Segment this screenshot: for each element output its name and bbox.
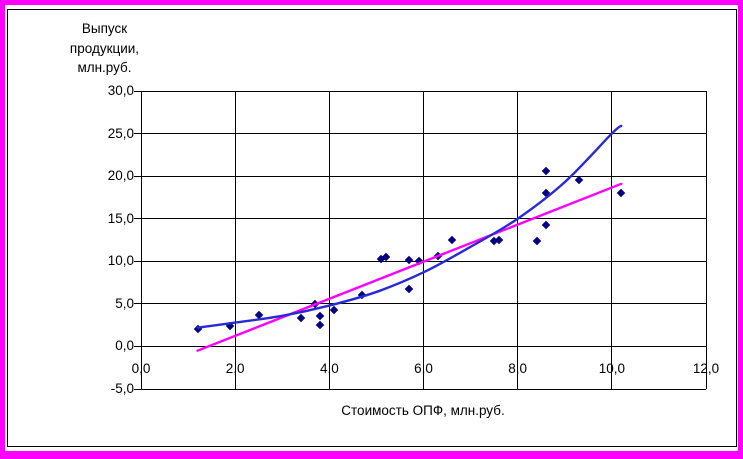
horizontal-gridline bbox=[141, 260, 706, 262]
y-axis-title-line: Выпуск bbox=[81, 21, 128, 36]
y-tick-label: 15,0 bbox=[107, 210, 134, 226]
y-tick-label: 0,0 bbox=[115, 338, 134, 354]
vertical-gridline bbox=[234, 91, 236, 389]
horizontal-gridline bbox=[141, 388, 706, 390]
vertical-gridline bbox=[517, 91, 519, 389]
vertical-gridline bbox=[611, 91, 613, 389]
vertical-gridline bbox=[705, 91, 707, 389]
y-axis-tick bbox=[134, 260, 142, 262]
y-axis-title-line: продукции, bbox=[69, 40, 140, 56]
y-axis-tick bbox=[134, 133, 142, 135]
horizontal-gridline bbox=[141, 133, 706, 135]
horizontal-gridline bbox=[141, 218, 706, 220]
x-tick-label: 4,0 bbox=[319, 361, 339, 377]
x-tick-label: 10,0 bbox=[598, 361, 625, 377]
horizontal-gridline bbox=[141, 303, 706, 305]
y-tick-label: 20,0 bbox=[107, 168, 134, 184]
x-tick-label: 12,0 bbox=[692, 361, 720, 377]
x-tick-label: 0,0 bbox=[131, 361, 151, 377]
y-tick-label: 10,0 bbox=[107, 253, 134, 269]
y-tick-label: 25,0 bbox=[107, 125, 134, 141]
y-axis-title-line: млн.руб. bbox=[77, 60, 132, 75]
y-axis-tick bbox=[134, 175, 142, 177]
y-axis-tick bbox=[134, 218, 142, 220]
x-tick-label: 2,0 bbox=[225, 361, 245, 377]
y-axis-tick bbox=[134, 345, 142, 347]
horizontal-gridline bbox=[141, 90, 706, 92]
y-tick-label: 30,0 bbox=[107, 83, 134, 98]
horizontal-gridline bbox=[141, 175, 706, 177]
y-axis-tick bbox=[134, 90, 142, 92]
y-axis-tick bbox=[134, 388, 142, 390]
y-tick-label: -5,0 bbox=[110, 381, 134, 396]
horizontal-gridline bbox=[141, 345, 706, 347]
vertical-gridline bbox=[328, 91, 330, 389]
vertical-gridline bbox=[140, 91, 142, 389]
x-axis-title: Стоимость ОПФ, млн.руб. bbox=[341, 403, 505, 418]
vertical-gridline bbox=[423, 91, 424, 389]
y-axis-tick bbox=[134, 303, 142, 305]
y-axis-title: Выпуск продукции, млн.руб. bbox=[47, 19, 162, 78]
x-tick-label: 6,0 bbox=[414, 361, 433, 377]
x-tick-label: 8,0 bbox=[508, 361, 528, 377]
y-tick-label: 5,0 bbox=[115, 295, 134, 311]
